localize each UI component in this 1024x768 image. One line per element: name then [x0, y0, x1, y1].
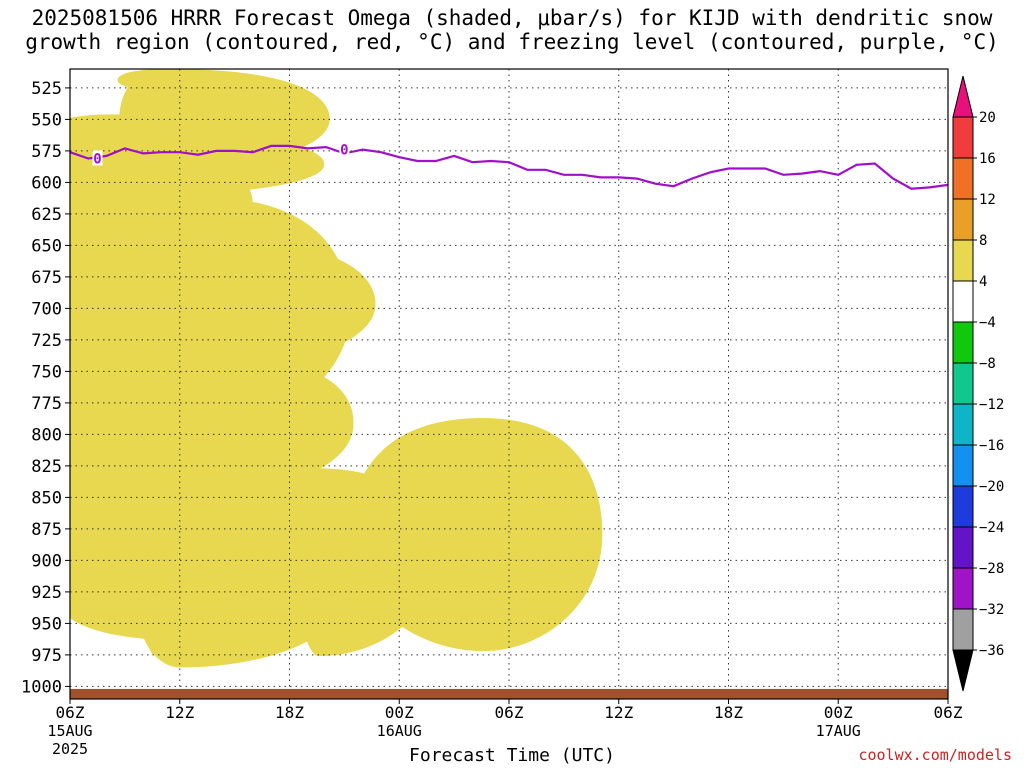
y-tick-label-675: 675 [31, 268, 62, 288]
colorbar-bin-10 [952, 485, 974, 528]
colorbar-label-4: 4 [979, 274, 987, 290]
x-tick-label-48: 06Z [934, 703, 963, 722]
omega-rising-9-level-0 [349, 418, 603, 652]
y-tick-label-650: 650 [31, 236, 62, 256]
y-tick-label-600: 600 [31, 173, 62, 193]
colorbar-bin-1 [952, 116, 974, 159]
colorbar: 20 16 12 8 4 −4 −8 −12 −16 −20 −24 −28 −32 −36 [952, 75, 1004, 692]
x-tick-date-18: 16AUG [377, 722, 422, 740]
y-tick-label-825: 825 [31, 457, 62, 477]
omega-shading [70, 69, 603, 668]
y-tick-label-775: 775 [31, 394, 62, 414]
y-tick-label-525: 525 [31, 79, 62, 99]
x-tick-label-24: 06Z [495, 703, 524, 722]
x-tick-label-12: 18Z [275, 703, 304, 722]
title-line-2: growth region (contoured, red, °C) and f… [25, 30, 999, 54]
colorbar-bin-13 [952, 608, 974, 651]
colorbar-bin-4 [952, 239, 974, 282]
colorbar-bin-3 [952, 198, 974, 241]
colorbar-top-arrow [952, 75, 974, 118]
omega-rising-43-level-0 [70, 193, 166, 260]
colorbar-label-8: −16 [979, 438, 1004, 454]
title-line-1: 2025081506 HRRR Forecast Omega (shaded, … [31, 6, 993, 30]
colorbar-bin-11 [952, 526, 974, 569]
colorbar-label-1: 16 [979, 151, 996, 167]
y-tick-label-1000: 1000 [21, 677, 62, 697]
y-tick-label-975: 975 [31, 646, 62, 666]
colorbar-label-7: −12 [979, 397, 1004, 413]
x-tick-label-42: 00Z [824, 703, 853, 722]
y-tick-label-625: 625 [31, 205, 62, 225]
colorbar-label-2: 12 [979, 192, 996, 208]
x-axis-label: Forecast Time (UTC) [409, 745, 615, 766]
y-tick-label-900: 900 [31, 551, 62, 571]
colorbar-bottom-arrow [952, 649, 974, 692]
colorbar-label-13: −36 [979, 643, 1004, 659]
freezing-level-label-1: 0 [340, 143, 348, 159]
y-tick-label-875: 875 [31, 520, 62, 540]
y-tick-label-750: 750 [31, 362, 62, 382]
omega-rising-44-level-0 [70, 276, 188, 401]
y-tick-label-925: 925 [31, 583, 62, 603]
colorbar-label-11: −28 [979, 561, 1004, 577]
colorbar-label-12: −32 [979, 602, 1004, 618]
colorbar-bin-2 [952, 157, 974, 200]
y-tick-label-575: 575 [31, 142, 62, 162]
y-axis: 525 550 575 600 625 650 675 700 725 750 775 800 825 8… [21, 79, 70, 697]
freezing-level: 00 [70, 141, 948, 190]
omega-rising-50-level-0 [70, 441, 200, 497]
ground-band [70, 688, 948, 699]
y-tick-label-950: 950 [31, 614, 62, 634]
colorbar-label-10: −24 [979, 520, 1004, 536]
grid-lines [69, 69, 949, 699]
chart-title: 2025081506 HRRR Forecast Omega (shaded, … [0, 6, 1024, 54]
omega-rising-45-level-0 [71, 244, 153, 286]
y-tick-label-800: 800 [31, 425, 62, 445]
y-tick-label-725: 725 [31, 331, 62, 351]
x-tick-label-18: 00Z [385, 703, 414, 722]
x-tick-date-0: 15AUG [47, 722, 92, 740]
freezing-label-bg-1 [339, 141, 350, 157]
y-tick-label-700: 700 [31, 299, 62, 319]
colorbar-label-6: −8 [979, 356, 996, 372]
x-tick-label-36: 18Z [714, 703, 743, 722]
x-tick-label-6: 12Z [165, 703, 194, 722]
colorbar-label-0: 20 [979, 110, 996, 126]
colorbar-bin-6 [952, 321, 974, 364]
x-tick-date-42: 17AUG [816, 722, 861, 740]
colorbar-label-9: −20 [979, 479, 1004, 495]
y-tick-label-550: 550 [31, 110, 62, 130]
x-tick-label-30: 12Z [604, 703, 633, 722]
colorbar-bin-9 [952, 444, 974, 487]
colorbar-bin-12 [952, 567, 974, 610]
x-tick-label-0: 06Z [56, 703, 85, 722]
colorbar-label-3: 8 [979, 233, 987, 249]
colorbar-bin-7 [952, 362, 974, 405]
freezing-label-bg-0 [92, 150, 103, 166]
x-tick-year-0: 2025 [52, 740, 88, 758]
credit-text: coolwx.com/models [858, 746, 1012, 764]
colorbar-label-5: −4 [979, 315, 996, 331]
freezing-level-label-0: 0 [93, 151, 101, 167]
y-tick-label-850: 850 [31, 488, 62, 508]
freezing-level-line [70, 144, 948, 190]
colorbar-bin-5 [952, 280, 974, 323]
colorbar-bin-8 [952, 403, 974, 446]
